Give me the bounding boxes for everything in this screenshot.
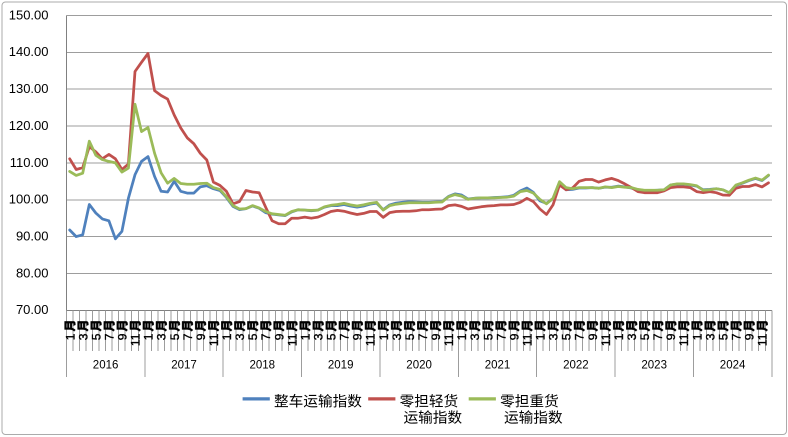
svg-text:150.00: 150.00 [9, 7, 49, 22]
svg-text:9: 9 [116, 333, 130, 340]
svg-text:1: 1 [455, 333, 469, 340]
svg-text:1: 1 [63, 333, 77, 340]
svg-text:9: 9 [351, 333, 365, 340]
svg-text:9: 9 [586, 333, 600, 340]
svg-text:11: 11 [521, 333, 535, 346]
svg-text:7: 7 [181, 333, 195, 340]
svg-text:5: 5 [638, 333, 652, 340]
svg-text:3: 3 [155, 333, 169, 340]
svg-text:2018: 2018 [250, 360, 276, 372]
svg-text:11: 11 [442, 333, 456, 346]
svg-text:90.00: 90.00 [16, 229, 49, 244]
svg-text:5: 5 [403, 333, 417, 340]
svg-text:9: 9 [664, 333, 678, 340]
svg-text:3: 3 [390, 333, 404, 340]
svg-text:130.00: 130.00 [9, 81, 49, 96]
svg-text:3: 3 [703, 333, 717, 340]
svg-text:2016: 2016 [93, 360, 119, 372]
svg-text:140.00: 140.00 [9, 44, 49, 59]
svg-text:5: 5 [168, 333, 182, 340]
svg-text:2019: 2019 [328, 360, 354, 372]
svg-text:11: 11 [129, 333, 143, 346]
svg-text:70.00: 70.00 [16, 302, 49, 317]
svg-text:11: 11 [677, 333, 691, 346]
svg-text:7: 7 [573, 333, 587, 340]
svg-text:7: 7 [730, 333, 744, 340]
svg-text:11: 11 [207, 333, 221, 346]
svg-text:7: 7 [103, 333, 117, 340]
svg-text:2017: 2017 [171, 360, 197, 372]
svg-text:9: 9 [743, 333, 757, 340]
svg-text:7: 7 [416, 333, 430, 340]
svg-text:11: 11 [364, 333, 378, 346]
svg-text:2021: 2021 [485, 360, 511, 372]
svg-text:5: 5 [716, 333, 730, 340]
svg-text:2020: 2020 [406, 360, 432, 372]
svg-text:9: 9 [272, 333, 286, 340]
svg-text:1: 1 [377, 333, 391, 340]
svg-text:11: 11 [599, 333, 613, 346]
svg-text:5: 5 [560, 333, 574, 340]
svg-text:5: 5 [89, 333, 103, 340]
svg-text:110.00: 110.00 [10, 155, 49, 170]
svg-text:1: 1 [298, 333, 312, 340]
svg-text:3: 3 [468, 333, 482, 340]
svg-text:9: 9 [507, 333, 521, 340]
svg-text:3: 3 [76, 333, 90, 340]
svg-text:5: 5 [246, 333, 260, 340]
svg-text:1: 1 [690, 333, 704, 340]
svg-text:7: 7 [651, 333, 665, 340]
svg-text:2023: 2023 [641, 360, 667, 372]
svg-text:1: 1 [220, 333, 234, 340]
svg-text:7: 7 [338, 333, 352, 340]
svg-text:5: 5 [325, 333, 339, 340]
svg-text:9: 9 [194, 333, 208, 340]
svg-text:1: 1 [534, 333, 548, 340]
svg-text:100.00: 100.00 [9, 192, 49, 207]
svg-text:7: 7 [259, 333, 273, 340]
svg-text:11: 11 [285, 333, 299, 346]
svg-text:3: 3 [547, 333, 561, 340]
svg-text:2024: 2024 [720, 360, 746, 372]
svg-text:1: 1 [612, 333, 626, 340]
svg-text:1: 1 [142, 333, 156, 340]
svg-text:80.00: 80.00 [16, 265, 49, 280]
svg-text:9: 9 [429, 333, 443, 340]
svg-text:3: 3 [625, 333, 639, 340]
svg-text:120.00: 120.00 [9, 118, 49, 133]
svg-text:3: 3 [233, 333, 247, 340]
svg-text:2022: 2022 [563, 360, 589, 372]
svg-text:11: 11 [756, 333, 770, 346]
svg-text:7: 7 [494, 333, 508, 340]
svg-text:5: 5 [481, 333, 495, 340]
svg-text:3: 3 [312, 333, 326, 340]
